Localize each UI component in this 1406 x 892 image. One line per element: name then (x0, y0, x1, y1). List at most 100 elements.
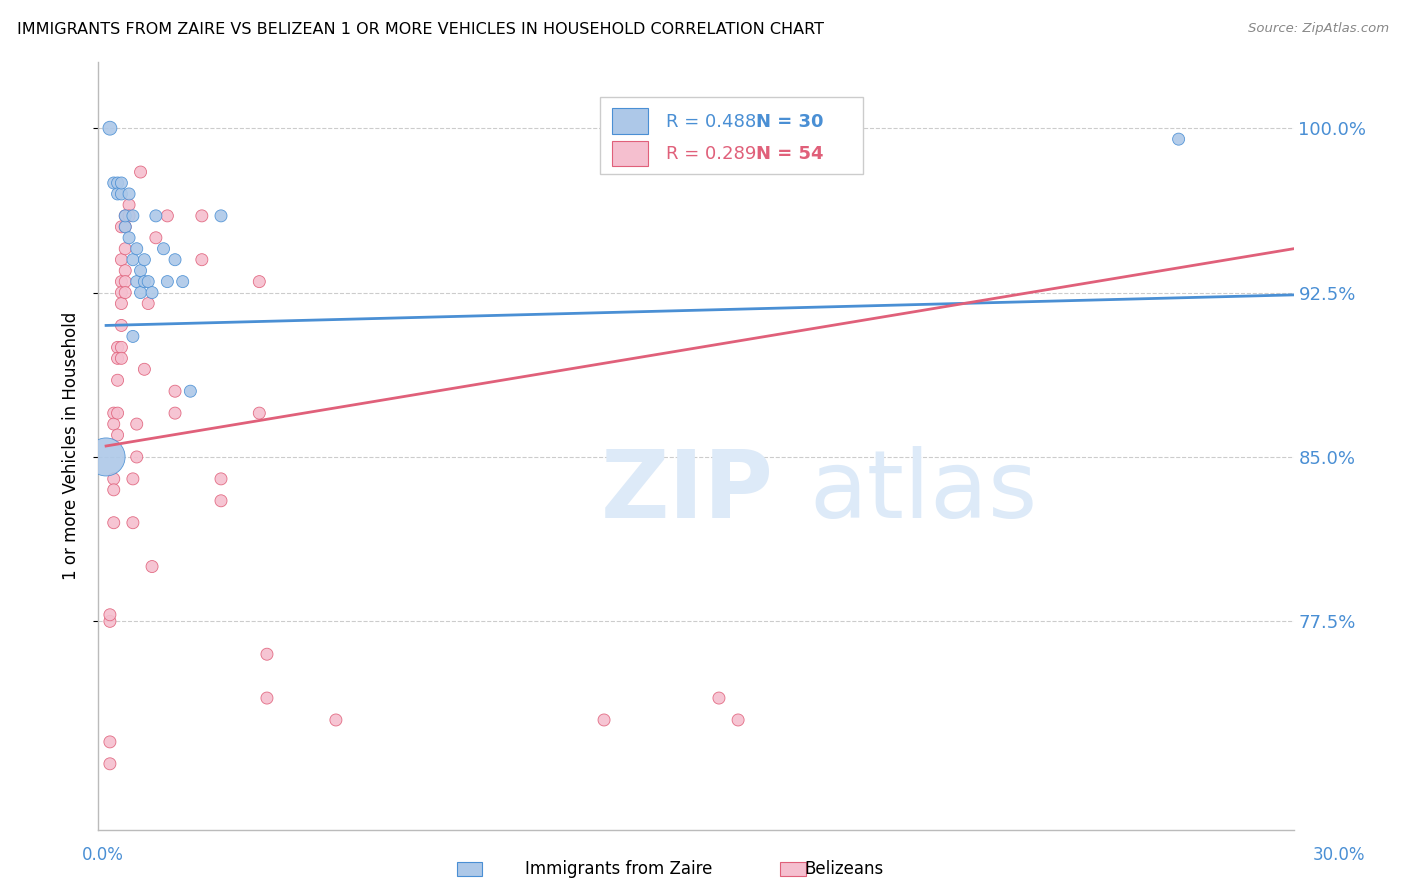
Point (129, 263, 152, 277)
Point (114, 219, 136, 234)
Point (103, 176, 125, 190)
Point (107, 351, 129, 366)
Y-axis label: 1 or more Vehicles in Household: 1 or more Vehicles in Household (62, 312, 80, 580)
Point (122, 209, 145, 223)
Point (122, 472, 145, 486)
Point (107, 428, 129, 442)
Point (145, 209, 167, 223)
Point (163, 384, 186, 399)
Point (141, 559, 163, 574)
Point (98, 607, 121, 622)
Point (134, 252, 156, 267)
Point (125, 450, 148, 464)
Point (129, 285, 152, 300)
FancyBboxPatch shape (780, 862, 806, 876)
Point (98, 615, 121, 629)
FancyBboxPatch shape (613, 109, 648, 134)
Point (94, 450, 117, 464)
Point (118, 231, 141, 245)
Point (209, 472, 232, 486)
Point (110, 351, 132, 366)
Point (129, 165, 152, 179)
Point (114, 219, 136, 234)
Point (114, 275, 136, 289)
Point (156, 209, 179, 223)
Point (125, 275, 148, 289)
Point (114, 242, 136, 256)
Point (247, 406, 270, 420)
Point (256, 647, 278, 661)
Point (107, 373, 129, 387)
Point (727, 713, 749, 727)
Text: atlas: atlas (810, 446, 1038, 538)
Point (163, 406, 186, 420)
Text: R = 0.488: R = 0.488 (666, 112, 756, 130)
Point (156, 275, 179, 289)
Point (122, 329, 145, 343)
Text: Immigrants from Zaire: Immigrants from Zaire (524, 860, 713, 878)
Text: Source: ZipAtlas.com: Source: ZipAtlas.com (1249, 22, 1389, 36)
Point (103, 483, 125, 497)
Text: N = 30: N = 30 (756, 112, 824, 130)
Point (98, 756, 121, 771)
Point (103, 472, 125, 486)
Point (136, 275, 159, 289)
FancyBboxPatch shape (600, 97, 863, 174)
Text: R = 0.289: R = 0.289 (666, 145, 756, 162)
Point (179, 384, 201, 399)
Point (110, 219, 132, 234)
FancyBboxPatch shape (457, 862, 482, 876)
Point (172, 275, 194, 289)
Point (122, 252, 145, 267)
Point (191, 209, 214, 223)
Text: 0.0%: 0.0% (82, 846, 124, 863)
Text: Belizeans: Belizeans (804, 860, 883, 878)
Point (118, 198, 141, 212)
Point (191, 252, 214, 267)
Point (209, 493, 232, 508)
Point (107, 340, 129, 354)
Point (118, 186, 141, 201)
Point (134, 362, 156, 376)
Point (103, 417, 125, 431)
Point (256, 691, 278, 706)
Point (107, 406, 129, 420)
Point (98, 735, 121, 749)
Point (107, 176, 129, 190)
Point (145, 231, 167, 245)
Point (152, 242, 174, 256)
Point (134, 275, 156, 289)
Point (103, 406, 125, 420)
Point (110, 285, 132, 300)
Text: 30.0%: 30.0% (1312, 846, 1365, 863)
Point (114, 209, 136, 223)
Point (98, 121, 121, 136)
Point (1167, 132, 1189, 146)
Point (107, 186, 129, 201)
Point (325, 713, 347, 727)
Point (122, 516, 145, 530)
Point (707, 691, 730, 706)
Point (110, 296, 132, 310)
Point (125, 417, 148, 431)
Point (114, 285, 136, 300)
Point (110, 340, 132, 354)
Point (125, 242, 148, 256)
Text: N = 54: N = 54 (756, 145, 824, 162)
Point (110, 318, 132, 333)
Point (593, 713, 616, 727)
Point (110, 186, 132, 201)
Point (114, 209, 136, 223)
Point (114, 263, 136, 277)
Text: ZIP: ZIP (600, 446, 773, 538)
Point (110, 275, 132, 289)
FancyBboxPatch shape (613, 141, 648, 166)
Point (118, 209, 141, 223)
Point (103, 516, 125, 530)
Point (247, 275, 270, 289)
Point (136, 296, 159, 310)
Point (110, 176, 132, 190)
Point (209, 209, 232, 223)
Point (141, 285, 163, 300)
Point (110, 252, 132, 267)
